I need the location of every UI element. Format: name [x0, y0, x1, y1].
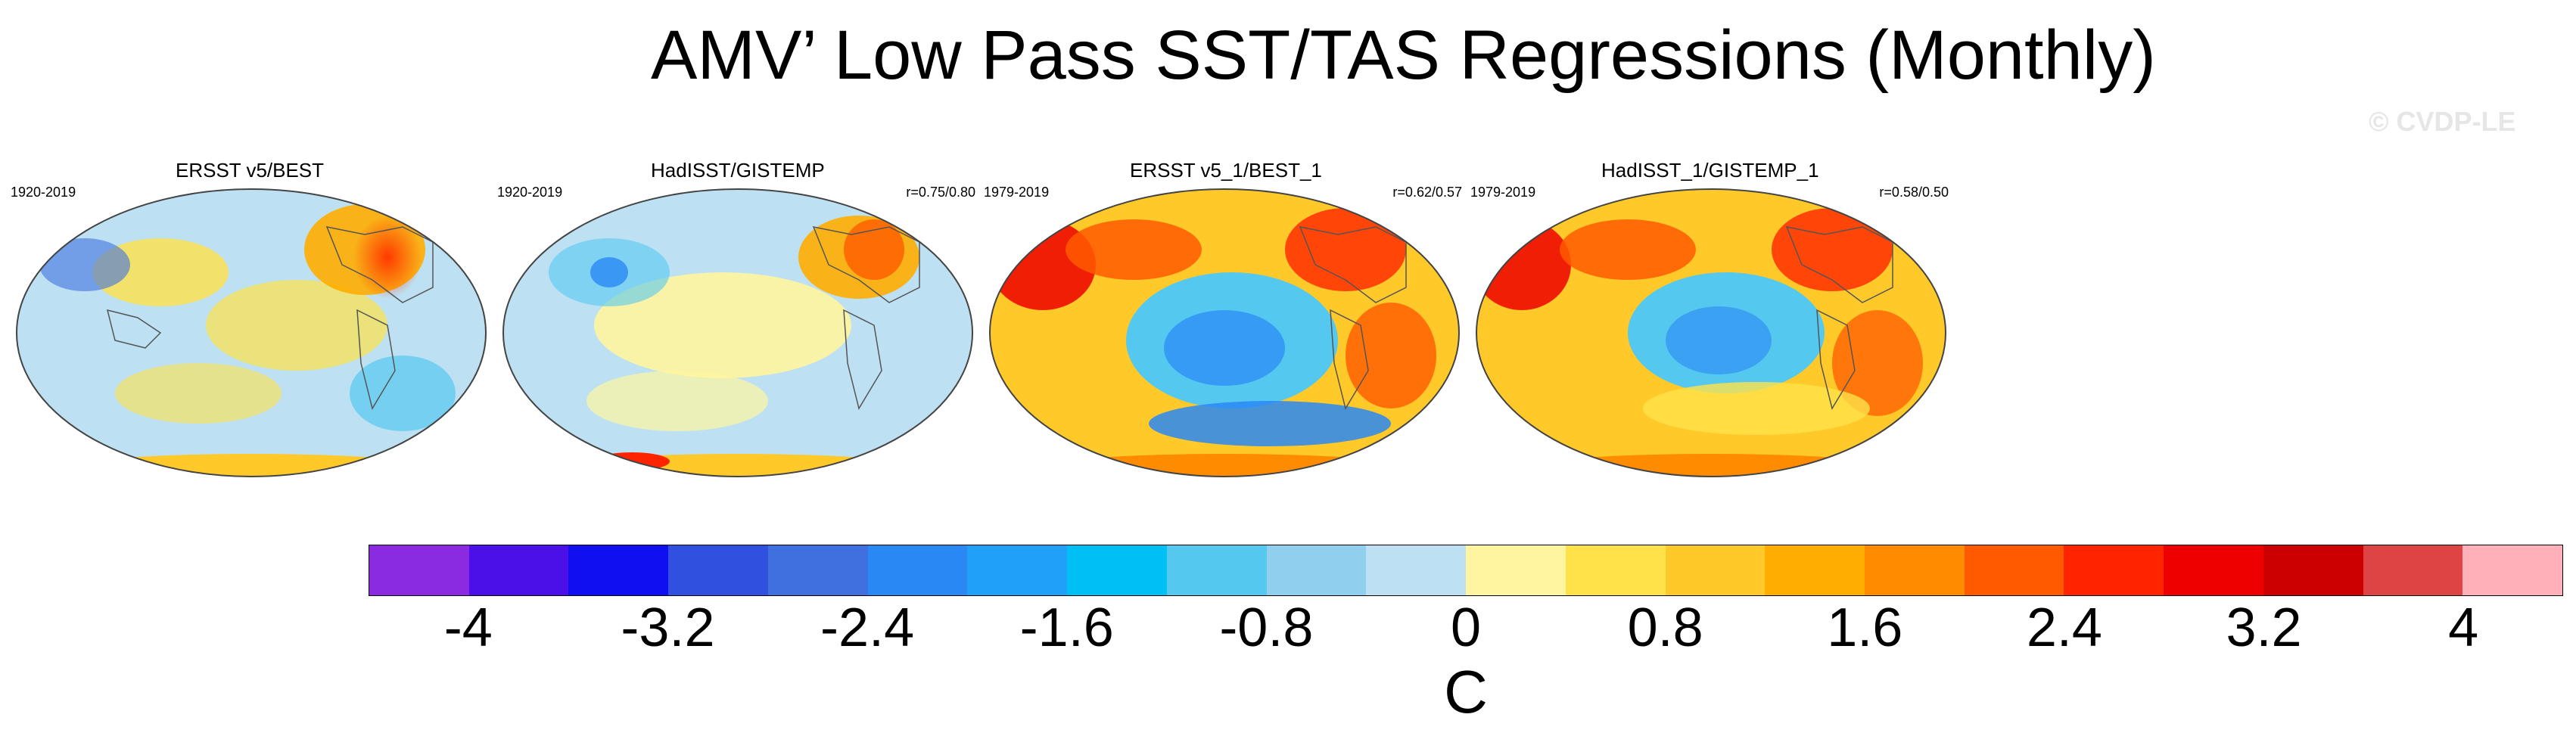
colorbar-box-8 [1166, 545, 1267, 595]
colorbar-box-2 [568, 545, 669, 595]
colorbar-tick-label: 0.8 [1627, 598, 1703, 658]
colorbar-box-15 [1865, 545, 1965, 595]
panel-years: 1979-2019 [1470, 185, 1536, 200]
panel-years: 1979-2019 [984, 185, 1050, 200]
panel-title: HadISST/GISTEMP [651, 159, 825, 182]
map-panel-4: HadISST_1/GISTEMP_1 1979-2019 r=0.58/0.5… [1469, 159, 1953, 484]
panel-correlation: r=0.62/0.57 [1392, 185, 1462, 200]
colorbar-box-13 [1665, 545, 1766, 595]
colorbar-tick-label: 0 [1450, 598, 1482, 658]
regression-map [16, 188, 487, 477]
panel-years: 1920-2019 [11, 185, 76, 200]
colorbar-tick-label: -0.8 [1219, 598, 1314, 658]
colorbar-unit: C [1444, 658, 1488, 725]
colorbar-box-9 [1266, 545, 1367, 595]
panel-title: ERSST v5_1/BEST_1 [1130, 159, 1322, 182]
colorbar-box-16 [1964, 545, 2064, 595]
colorbar-box-12 [1565, 545, 1666, 595]
cvdp-watermark: © CVDP-LE [2369, 106, 2516, 137]
colorbar-box-0 [369, 545, 469, 595]
colorbar-box-5 [867, 545, 968, 595]
figure-title: AMV’ Low Pass SST/TAS Regressions (Month… [651, 17, 2156, 94]
map-panel-2: HadISST/GISTEMP 1920-2019 r=0.75/0.80 [496, 159, 980, 484]
panel-years: 1920-2019 [497, 185, 563, 200]
colorbar-box-10 [1366, 545, 1467, 595]
regression-map [1476, 188, 1946, 477]
panel-correlation: r=0.75/0.80 [906, 185, 975, 200]
colorbar-box-4 [767, 545, 868, 595]
regression-map [989, 188, 1460, 477]
colorbar-box-18 [2164, 545, 2263, 595]
map-panel-3: ERSST v5_1/BEST_1 1979-2019 r=0.62/0.57 [982, 159, 1467, 484]
colorbar-box-1 [468, 545, 569, 595]
colorbar-box-3 [668, 545, 768, 595]
colorbar-tick-label: -1.6 [1019, 598, 1114, 658]
colorbar-box-6 [967, 545, 1068, 595]
colorbar-box-17 [2064, 545, 2164, 595]
panel-title: HadISST_1/GISTEMP_1 [1601, 159, 1819, 182]
colorbar-box-21 [2462, 545, 2563, 595]
colorbar-tick-label: -3.2 [621, 598, 715, 658]
colorbar-tick-label: 1.6 [1827, 598, 1903, 658]
panel-correlation: r=0.58/0.50 [1879, 185, 1949, 200]
colorbar-tick-label: -2.4 [820, 598, 915, 658]
colorbar-box-14 [1765, 545, 1865, 595]
panel-title: ERSST v5/BEST [176, 159, 325, 182]
colorbar [369, 545, 2563, 596]
colorbar-tick-label: 3.2 [2226, 598, 2302, 658]
colorbar-box-20 [2363, 545, 2463, 595]
colorbar-box-19 [2263, 545, 2363, 595]
colorbar-box-7 [1067, 545, 1167, 595]
colorbar-box-11 [1466, 545, 1566, 595]
colorbar-tick-label: 4 [2448, 598, 2479, 658]
regression-map [502, 188, 973, 477]
colorbar-tick-label: -4 [443, 598, 493, 658]
map-panel-1: ERSST v5/BEST 1920-2019 [9, 159, 493, 484]
colorbar-tick-label: 2.4 [2026, 598, 2102, 658]
